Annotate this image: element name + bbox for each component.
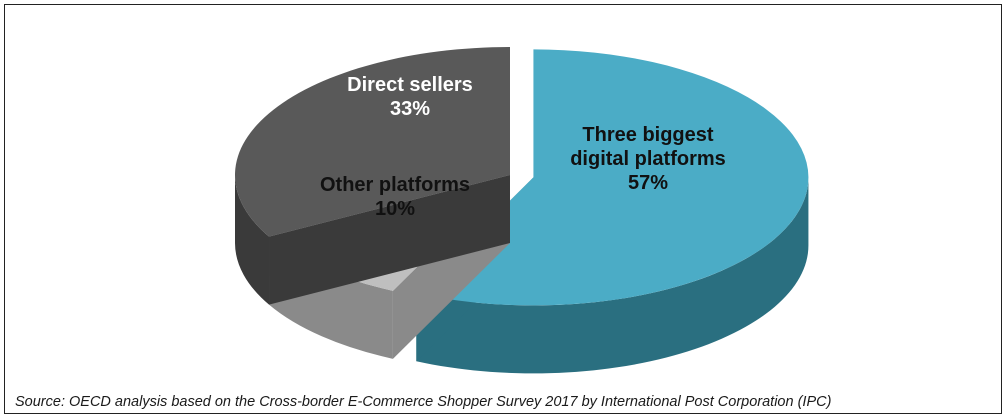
pie-label-line: 10%: [375, 198, 415, 220]
pie-label-three-biggest-digital-platforms: Three biggest digital platforms 57%: [570, 124, 726, 194]
pie-chart: Three biggest digital platforms 57% Other p…: [234, 47, 809, 374]
pie-label-line: Other platforms: [320, 174, 470, 196]
pie-label-direct-sellers: Direct sellers 33%: [347, 74, 473, 120]
chart-frame: Three biggest digital platforms 57% Other p…: [4, 4, 1002, 414]
source-note: Source: OECD analysis based on the Cross…: [15, 394, 832, 410]
pie-label-line: Direct sellers: [347, 74, 473, 96]
pie-top-three-biggest-digital-platforms: [416, 49, 809, 306]
pie-label-line: 57%: [628, 172, 668, 194]
pie-label-other-platforms: Other platforms 10%: [320, 174, 470, 220]
pie-slice-direct-sellers: [234, 47, 510, 305]
pie-top-direct-sellers: [234, 47, 510, 237]
pie-labels: Three biggest digital platforms 57% Other p…: [320, 74, 726, 220]
pie-wall-direct-sellers: [235, 175, 270, 305]
pie-label-line: 33%: [390, 98, 430, 120]
pie-label-line: Three biggest: [582, 124, 713, 146]
pie-wall-three-biggest-digital-platforms: [416, 177, 809, 374]
pie-slices: [234, 47, 809, 374]
pie-cut-wall-direct-sellers-0: [269, 175, 510, 305]
pie-label-line: digital platforms: [570, 148, 726, 170]
